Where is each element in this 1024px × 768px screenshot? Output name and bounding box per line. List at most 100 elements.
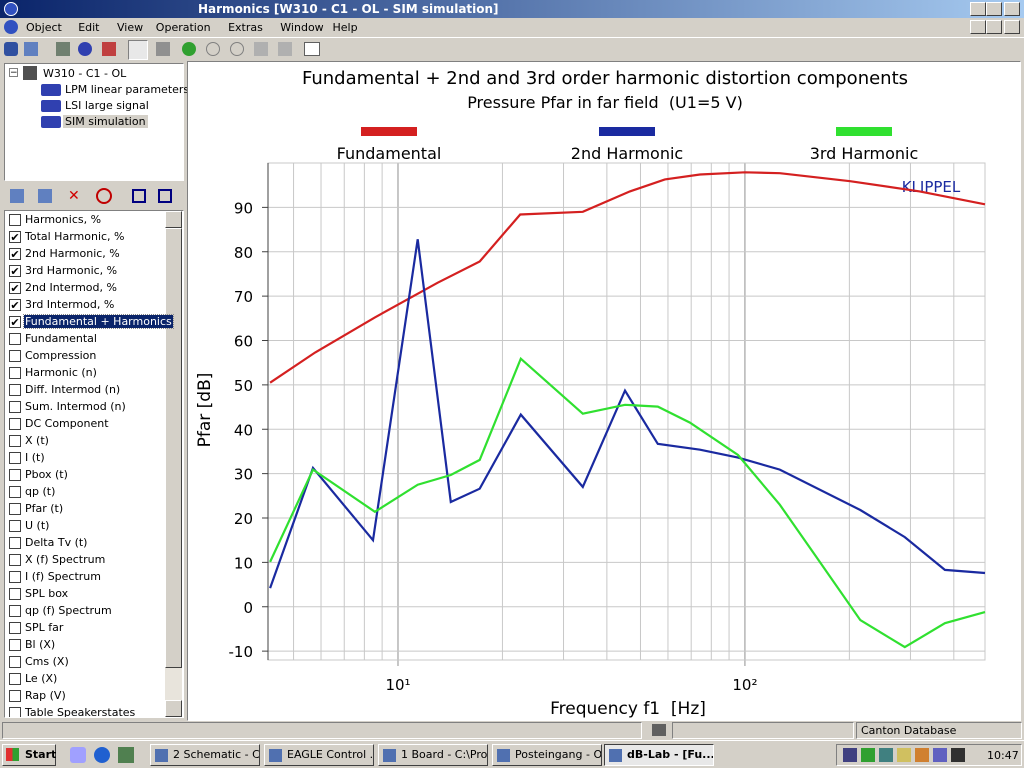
mdi-minimize[interactable] (970, 20, 986, 34)
maximize[interactable] (986, 2, 1002, 16)
task-button[interactable]: 1 Board - C:\Pro... (378, 744, 488, 766)
list-item[interactable]: 2nd Harmonic, % (25, 247, 120, 260)
checkbox[interactable] (9, 707, 21, 717)
checkbox[interactable] (9, 418, 21, 430)
tool[interactable] (38, 189, 52, 203)
tray-icon[interactable] (861, 748, 875, 762)
tray-icon[interactable] (879, 748, 893, 762)
tool[interactable] (158, 189, 172, 203)
tree-item[interactable]: LPM linear parameters (65, 83, 190, 96)
tree-expander[interactable]: − (9, 68, 18, 78)
checkbox[interactable] (9, 605, 21, 617)
list-item[interactable]: U (t) (25, 519, 50, 532)
close[interactable] (1004, 2, 1020, 16)
list-item[interactable]: X (f) Spectrum (25, 553, 106, 566)
tool[interactable] (4, 42, 18, 56)
menu-item[interactable]: Help (332, 21, 358, 34)
tool[interactable] (206, 42, 220, 56)
tool[interactable] (278, 42, 292, 56)
list-item[interactable]: Compression (25, 349, 97, 362)
tool[interactable] (96, 188, 112, 204)
checkbox[interactable] (9, 656, 21, 668)
quick-launch[interactable] (118, 747, 134, 763)
tool[interactable] (132, 189, 146, 203)
checkbox[interactable] (9, 537, 21, 549)
tool-delete[interactable]: ✕ (68, 188, 80, 204)
tool[interactable] (304, 42, 320, 56)
tray-icon[interactable] (915, 748, 929, 762)
tool[interactable] (102, 42, 116, 56)
menu-item[interactable]: Edit (78, 21, 100, 34)
checkbox[interactable] (9, 367, 21, 379)
checkbox[interactable]: ✔ (9, 316, 21, 329)
list-item[interactable]: Sum. Intermod (n) (25, 400, 126, 413)
tool[interactable] (254, 42, 268, 56)
minimize[interactable] (970, 2, 986, 16)
list-item[interactable]: 3rd Intermod, % (25, 298, 115, 311)
list-item[interactable]: I (f) Spectrum (25, 570, 101, 583)
checkbox[interactable] (9, 503, 21, 515)
checkbox[interactable] (9, 622, 21, 634)
checkbox[interactable] (9, 690, 21, 702)
tool[interactable] (10, 189, 24, 203)
list-item[interactable]: Table Speakerstates (25, 706, 136, 718)
list-item[interactable]: qp (t) (25, 485, 56, 498)
checkbox[interactable] (9, 486, 21, 498)
checkbox[interactable] (9, 469, 21, 481)
checkbox[interactable] (9, 571, 21, 583)
quick-launch[interactable] (94, 747, 110, 763)
tray-icon[interactable] (897, 748, 911, 762)
checkbox[interactable]: ✔ (9, 248, 21, 261)
tree-root[interactable]: W310 - C1 - OL (43, 67, 127, 80)
quick-launch[interactable] (70, 747, 86, 763)
tool[interactable] (182, 42, 196, 56)
tray-icon[interactable] (933, 748, 947, 762)
checkbox[interactable] (9, 452, 21, 464)
menu-item[interactable]: Extras (228, 21, 263, 34)
checkbox[interactable] (9, 673, 21, 685)
scrollbar[interactable] (165, 211, 182, 717)
list-item[interactable]: Pfar (t) (25, 502, 64, 515)
tool[interactable] (78, 42, 92, 56)
checkbox[interactable] (9, 639, 21, 651)
list-item[interactable]: SPL box (25, 587, 69, 600)
checkbox[interactable] (9, 401, 21, 413)
checkbox[interactable] (9, 554, 21, 566)
list-item[interactable]: Harmonic (n) (25, 366, 97, 379)
checkbox[interactable]: ✔ (9, 299, 21, 312)
list-item[interactable]: Fundamental (25, 332, 97, 345)
checkbox[interactable] (9, 350, 21, 362)
tree-item[interactable]: LSI large signal (65, 99, 149, 112)
scroll-thumb[interactable] (165, 228, 182, 668)
checkbox[interactable] (9, 214, 21, 226)
checkbox[interactable]: ✔ (9, 231, 21, 244)
checkbox[interactable] (9, 333, 21, 345)
tray-icon[interactable] (951, 748, 965, 762)
list-item[interactable]: Harmonics, % (25, 213, 102, 226)
list-item[interactable]: Le (X) (25, 672, 58, 685)
menu-item[interactable]: Operation (155, 21, 211, 34)
list-item[interactable]: Rap (V) (25, 689, 66, 702)
list-item[interactable]: Cms (X) (25, 655, 69, 668)
list-item[interactable]: DC Component (25, 417, 109, 430)
list-item[interactable]: Total Harmonic, % (25, 230, 125, 243)
list-item[interactable]: Pbox (t) (25, 468, 68, 481)
task-button[interactable]: Posteingang - O... (492, 744, 602, 766)
task-button[interactable]: 2 Schematic - C... (150, 744, 260, 766)
list-item[interactable]: I (t) (25, 451, 45, 464)
tree-item[interactable]: SIM simulation (63, 115, 148, 128)
checkbox[interactable]: ✔ (9, 265, 21, 278)
scroll-up[interactable] (165, 211, 182, 228)
menu-item[interactable]: Window (280, 21, 324, 34)
task-button[interactable]: dB-Lab - [Fu... (604, 744, 714, 766)
menu-item[interactable]: Object (26, 21, 62, 34)
checkbox[interactable] (9, 435, 21, 447)
checkbox[interactable] (9, 384, 21, 396)
menu-item[interactable]: View (117, 21, 144, 34)
list-item[interactable]: X (t) (25, 434, 49, 447)
scroll-down[interactable] (165, 700, 182, 717)
tool[interactable] (230, 42, 244, 56)
task-button[interactable]: EAGLE Control ... (264, 744, 374, 766)
checkbox[interactable] (9, 588, 21, 600)
list-item[interactable]: Delta Tv (t) (25, 536, 88, 549)
